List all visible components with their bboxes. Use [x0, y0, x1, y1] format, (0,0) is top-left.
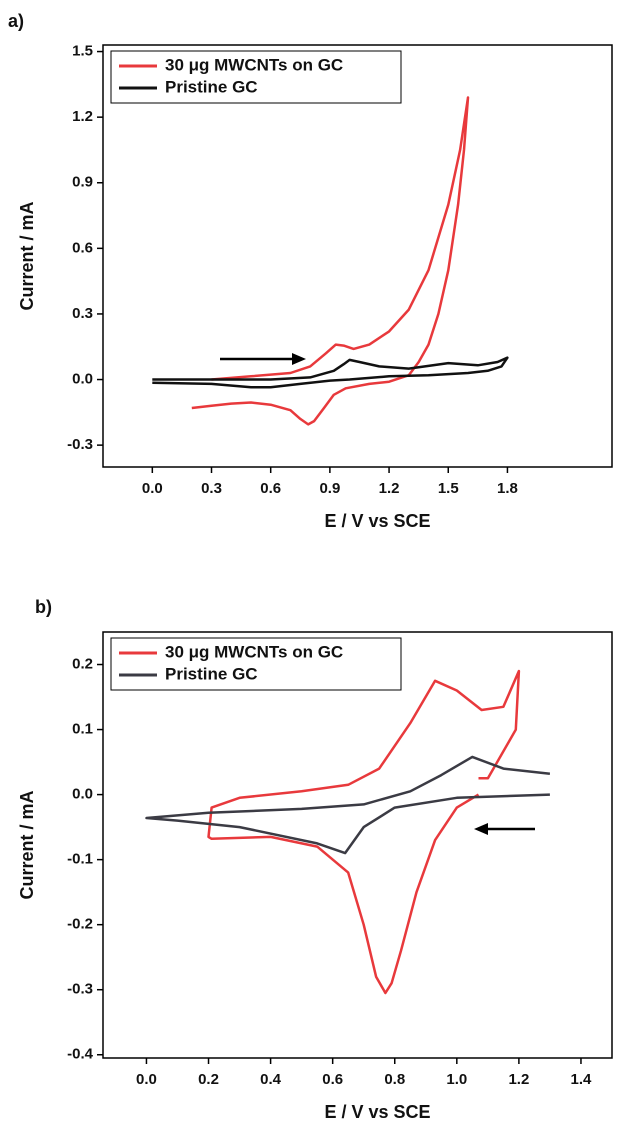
- legend-label: Pristine GC: [165, 77, 258, 96]
- y-tick-label: 0.2: [72, 655, 93, 672]
- y-tick-label: 0.0: [72, 371, 93, 388]
- y-tick-label: 0.0: [72, 786, 93, 803]
- legend-label: Pristine GC: [165, 664, 258, 683]
- scan-arrow: [474, 823, 535, 835]
- y-axis-label: Current / mA: [17, 201, 37, 310]
- x-tick-label: 0.4: [260, 1071, 282, 1088]
- cv-curve: [145, 755, 551, 855]
- y-tick-label: 0.9: [72, 174, 93, 191]
- y-tick-label: -0.2: [67, 916, 93, 933]
- legend-label: 30 μg MWCNTs on GC: [165, 55, 343, 74]
- x-tick-label: 1.0: [446, 1071, 467, 1088]
- panel-label: b): [35, 597, 52, 617]
- x-tick-label: 0.9: [319, 480, 340, 497]
- legend-box: [110, 637, 402, 691]
- legend-box: [110, 50, 402, 104]
- y-tick-label: 1.2: [72, 108, 93, 125]
- x-tick-label: 1.5: [438, 480, 459, 497]
- scan-arrow: [220, 353, 306, 365]
- y-tick-label: 0.6: [72, 239, 93, 256]
- plot-frame: [102, 631, 613, 1059]
- cv-curve: [152, 356, 509, 389]
- x-tick-label: 1.8: [497, 480, 518, 497]
- plot-frame: [102, 44, 613, 468]
- cv-curve: [191, 96, 470, 426]
- x-tick-label: 0.8: [384, 1071, 405, 1088]
- x-tick-label: 0.3: [201, 480, 222, 497]
- x-tick-label: 0.6: [260, 480, 281, 497]
- x-tick-label: 0.0: [142, 480, 163, 497]
- y-axis-label: Current / mA: [17, 790, 37, 899]
- x-tick-label: 0.2: [198, 1071, 219, 1088]
- cv-curve: [207, 669, 521, 995]
- y-tick-label: -0.3: [67, 436, 93, 453]
- x-tick-label: 0.0: [136, 1071, 157, 1088]
- x-tick-label: 1.2: [379, 480, 400, 497]
- x-tick-label: 0.6: [322, 1071, 343, 1088]
- y-tick-label: 1.5: [72, 43, 93, 60]
- y-tick-label: 0.1: [72, 721, 93, 738]
- y-tick-label: -0.4: [67, 1046, 94, 1063]
- y-tick-label: -0.1: [67, 851, 93, 868]
- y-tick-label: -0.3: [67, 981, 93, 998]
- x-tick-label: 1.2: [508, 1071, 529, 1088]
- y-tick-label: 0.3: [72, 305, 93, 322]
- legend-label: 30 μg MWCNTs on GC: [165, 642, 343, 661]
- panel-label: a): [8, 11, 24, 31]
- x-tick-label: 1.4: [571, 1071, 593, 1088]
- x-axis-label: E / V vs SCE: [324, 1102, 430, 1122]
- x-axis-label: E / V vs SCE: [324, 511, 430, 531]
